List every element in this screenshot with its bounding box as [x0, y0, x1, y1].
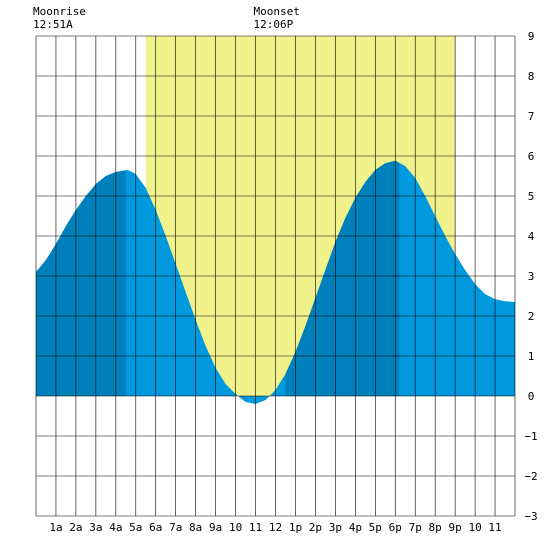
- y-tick-label: 4: [528, 230, 535, 243]
- moonrise-label: Moonrise 12:51A: [33, 5, 86, 31]
- x-tick-label: 10: [468, 521, 481, 534]
- x-tick-label: 3a: [89, 521, 102, 534]
- x-tick-label: 9a: [209, 521, 222, 534]
- y-tick-label: 2: [528, 310, 535, 323]
- x-tick-label: 9p: [449, 521, 462, 534]
- y-tick-label: 7: [528, 110, 535, 123]
- y-tick-label: −2: [524, 470, 537, 483]
- moonset-label: Moonset 12:06P: [253, 5, 299, 31]
- y-axis-ticks: 9 8 7 6 5 4 3 2 1 0 −1 −2 −3: [524, 30, 537, 523]
- tide-dark-segment-1: [36, 170, 126, 396]
- x-tick-label: 3p: [329, 521, 342, 534]
- moonrise-time: 12:51A: [32, 18, 73, 31]
- x-tick-label: 8p: [429, 521, 442, 534]
- moonset-title: Moonset: [253, 5, 300, 18]
- x-tick-label: 5p: [369, 521, 382, 534]
- x-tick-label: 10: [229, 521, 242, 534]
- y-tick-label: 3: [528, 270, 535, 283]
- x-tick-label: 11: [488, 521, 501, 534]
- tide-dark-segment-2: [285, 160, 400, 396]
- x-axis-ticks: 1a 2a 3a 4a 5a 6a 7a 8a 9a 10 11 12 1p 2p 3p 4p 5p 6p 7p 8p…: [49, 521, 501, 534]
- x-tick-label: 8a: [189, 521, 202, 534]
- y-tick-label: −3: [524, 510, 537, 523]
- x-tick-label: 6p: [389, 521, 402, 534]
- x-tick-label: 5a: [129, 521, 142, 534]
- x-tick-label: 7p: [409, 521, 422, 534]
- y-tick-label: 5: [528, 190, 535, 203]
- chart-grid: [35, 35, 516, 517]
- x-tick-label: 1a: [49, 521, 62, 534]
- x-tick-label: 4a: [109, 521, 122, 534]
- x-tick-label: 2p: [309, 521, 322, 534]
- y-tick-label: 9: [528, 30, 535, 43]
- x-tick-label: 2a: [69, 521, 82, 534]
- y-tick-label: 6: [528, 150, 535, 163]
- y-tick-label: 8: [528, 70, 535, 83]
- moonrise-title: Moonrise: [32, 5, 86, 18]
- y-tick-label: 1: [528, 350, 535, 363]
- y-tick-label: −1: [524, 430, 537, 443]
- x-tick-label: 12: [269, 521, 282, 534]
- x-tick-label: 11: [249, 521, 262, 534]
- x-tick-label: 4p: [349, 521, 362, 534]
- x-tick-label: 7a: [169, 521, 182, 534]
- moonset-time: 12:06P: [253, 18, 294, 31]
- x-tick-label: 1p: [289, 521, 302, 534]
- x-tick-label: 6a: [149, 521, 162, 534]
- y-tick-label: 0: [528, 390, 535, 403]
